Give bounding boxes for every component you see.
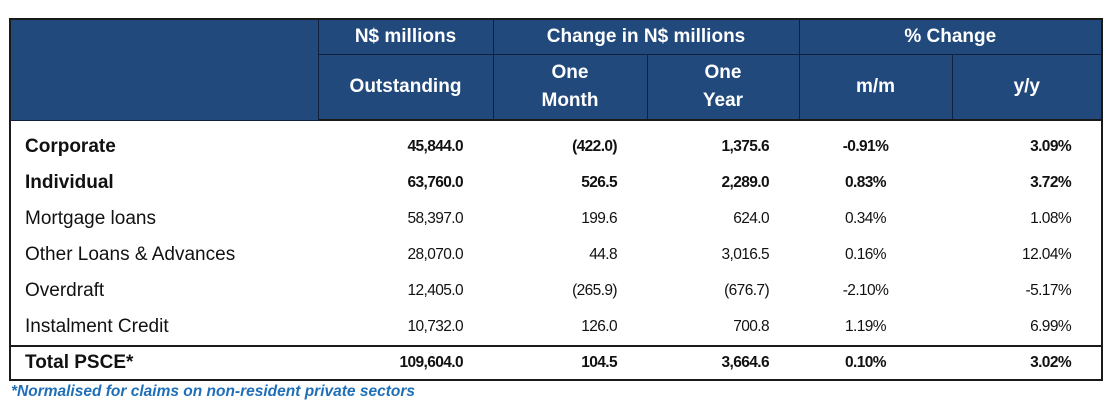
cell-one-month: (422.0) bbox=[572, 138, 618, 155]
row-label: Instalment Credit bbox=[25, 316, 169, 337]
table-row: Overdraft 12,405.0 (265.9) (676.7) -2.10% -5.… bbox=[10, 273, 1102, 309]
cell-mm: -0.91% bbox=[842, 138, 889, 155]
cell-one-month: (265.9) bbox=[572, 282, 618, 299]
cell-one-year: 624.0 bbox=[733, 210, 770, 227]
cell-outstanding: 10,732.0 bbox=[407, 318, 463, 335]
cell-outstanding: 58,397.0 bbox=[407, 210, 463, 227]
cell-one-year: (676.7) bbox=[724, 282, 770, 299]
row-label: Total PSCE* bbox=[10, 345, 318, 380]
cell-one-year: 700.8 bbox=[733, 318, 770, 335]
cell-outstanding: 109,604.0 bbox=[318, 345, 493, 380]
cell-yy: 6.99% bbox=[1030, 318, 1072, 335]
table-row: Instalment Credit 10,732.0 126.0 700.8 1.19%… bbox=[10, 309, 1102, 346]
cell-mm: 0.83% bbox=[845, 174, 887, 191]
cell-outstanding: 28,070.0 bbox=[407, 246, 463, 263]
cell-yy: 1.08% bbox=[1030, 210, 1072, 227]
cell-outstanding: 45,844.0 bbox=[407, 138, 463, 155]
cell-one-year: 2,289.0 bbox=[721, 174, 770, 191]
header-mm: m/m bbox=[798, 54, 953, 121]
cell-mm: 1.19% bbox=[845, 318, 887, 335]
row-label: Overdraft bbox=[25, 280, 105, 301]
cell-yy: -5.17% bbox=[1025, 282, 1072, 299]
table-row: Individual 63,760.0 526.5 2,289.0 0.83% 3.72% bbox=[10, 165, 1102, 201]
cell-one-year: 3,664.6 bbox=[647, 345, 800, 380]
table-row: Mortgage loans 58,397.0 199.6 624.0 0.34% 1.0… bbox=[10, 201, 1102, 237]
cell-mm: 0.10% bbox=[799, 345, 953, 380]
table-row: Other Loans & Advances 28,070.0 44.8 3,016.… bbox=[10, 237, 1102, 273]
cell-one-month: 44.8 bbox=[589, 246, 617, 263]
cell-one-month: 104.5 bbox=[493, 345, 647, 380]
row-label: Individual bbox=[25, 172, 114, 193]
header-blank bbox=[9, 18, 319, 121]
header-yy: y/y bbox=[951, 54, 1103, 121]
cell-mm: -2.10% bbox=[842, 282, 889, 299]
table-row: Corporate 45,844.0 (422.0) 1,375.6 -0.91% 3.0… bbox=[10, 120, 1102, 165]
row-label: Mortgage loans bbox=[25, 208, 156, 229]
cell-yy: 3.02% bbox=[952, 345, 1103, 380]
header-change-millions: Change in N$ millions bbox=[492, 18, 800, 55]
cell-yy: 3.72% bbox=[1030, 174, 1072, 191]
cell-mm: 0.16% bbox=[845, 246, 887, 263]
header-one-month-label: One Month bbox=[541, 62, 599, 111]
cell-one-month: 526.5 bbox=[581, 174, 617, 191]
header-one-year-label: One Year bbox=[702, 62, 744, 111]
row-label: Corporate bbox=[25, 135, 116, 157]
total-row: Total PSCE* 109,604.0 104.5 3,664.6 0.10% 3.0… bbox=[10, 345, 1103, 380]
cell-yy: 3.09% bbox=[1030, 138, 1072, 155]
cell-one-month: 126.0 bbox=[581, 318, 617, 335]
cell-outstanding: 12,405.0 bbox=[407, 282, 463, 299]
footnote: *Normalised for claims on non-resident p… bbox=[11, 383, 415, 400]
psce-table: N$ millions Change in N$ millions % Chan… bbox=[9, 18, 1104, 381]
cell-one-month: 199.6 bbox=[581, 210, 617, 227]
cell-mm: 0.34% bbox=[845, 210, 887, 227]
cell-one-year: 1,375.6 bbox=[721, 138, 770, 155]
header-one-year: One Year bbox=[646, 54, 800, 121]
header-outstanding: Outstanding bbox=[317, 54, 494, 121]
row-label: Other Loans & Advances bbox=[25, 244, 236, 265]
header-one-month: One Month bbox=[492, 54, 648, 121]
header-nd-millions: N$ millions bbox=[317, 18, 494, 55]
cell-yy: 12.04% bbox=[1022, 246, 1072, 263]
cell-one-year: 3,016.5 bbox=[721, 246, 770, 263]
header-pct-change: % Change bbox=[798, 18, 1103, 55]
cell-outstanding: 63,760.0 bbox=[407, 174, 463, 191]
